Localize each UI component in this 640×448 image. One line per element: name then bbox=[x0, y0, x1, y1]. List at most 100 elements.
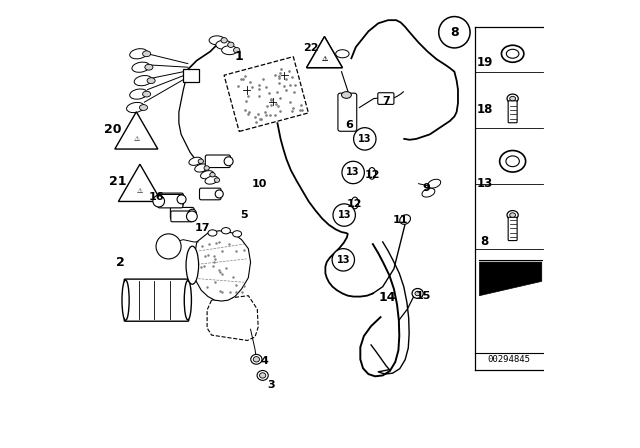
Circle shape bbox=[332, 249, 355, 271]
Ellipse shape bbox=[422, 188, 435, 197]
Circle shape bbox=[156, 234, 181, 259]
Ellipse shape bbox=[195, 164, 208, 172]
Ellipse shape bbox=[253, 357, 260, 362]
Ellipse shape bbox=[221, 38, 227, 43]
Text: 7: 7 bbox=[383, 96, 390, 106]
Text: 1: 1 bbox=[234, 49, 243, 63]
Ellipse shape bbox=[147, 78, 155, 83]
Polygon shape bbox=[194, 231, 250, 301]
Text: 2: 2 bbox=[116, 255, 125, 269]
Ellipse shape bbox=[130, 49, 147, 59]
Ellipse shape bbox=[369, 168, 376, 179]
Text: 8: 8 bbox=[481, 235, 489, 249]
Ellipse shape bbox=[335, 50, 349, 58]
Text: 00294845: 00294845 bbox=[487, 355, 530, 364]
Ellipse shape bbox=[506, 49, 519, 58]
Ellipse shape bbox=[412, 289, 423, 298]
Text: 13: 13 bbox=[337, 210, 351, 220]
Polygon shape bbox=[307, 37, 342, 68]
Text: 19: 19 bbox=[477, 56, 493, 69]
Ellipse shape bbox=[130, 89, 147, 99]
FancyBboxPatch shape bbox=[124, 279, 189, 321]
Ellipse shape bbox=[216, 40, 232, 49]
Ellipse shape bbox=[145, 65, 153, 70]
Text: 10: 10 bbox=[252, 179, 268, 189]
FancyBboxPatch shape bbox=[183, 69, 200, 82]
Ellipse shape bbox=[507, 211, 518, 220]
Ellipse shape bbox=[122, 280, 129, 320]
Text: 13: 13 bbox=[477, 177, 493, 190]
Text: 18: 18 bbox=[477, 103, 493, 116]
Text: ⚠: ⚠ bbox=[137, 188, 143, 194]
Text: 6: 6 bbox=[345, 121, 353, 130]
Polygon shape bbox=[118, 164, 161, 202]
Text: 13: 13 bbox=[346, 168, 360, 177]
Ellipse shape bbox=[214, 178, 220, 182]
Circle shape bbox=[439, 17, 470, 48]
Circle shape bbox=[177, 195, 186, 204]
Ellipse shape bbox=[500, 151, 525, 172]
FancyBboxPatch shape bbox=[205, 155, 230, 168]
Ellipse shape bbox=[259, 373, 266, 378]
FancyBboxPatch shape bbox=[200, 188, 221, 200]
Ellipse shape bbox=[209, 36, 225, 45]
Ellipse shape bbox=[127, 103, 144, 112]
Circle shape bbox=[215, 190, 223, 198]
Ellipse shape bbox=[143, 91, 150, 97]
Ellipse shape bbox=[251, 354, 262, 364]
Ellipse shape bbox=[189, 157, 202, 165]
Text: 5: 5 bbox=[240, 210, 248, 220]
Ellipse shape bbox=[342, 91, 351, 98]
Text: 8: 8 bbox=[450, 26, 459, 39]
Circle shape bbox=[186, 211, 197, 222]
Text: 11: 11 bbox=[393, 215, 408, 224]
Text: 21: 21 bbox=[109, 175, 126, 188]
FancyBboxPatch shape bbox=[158, 194, 183, 208]
Ellipse shape bbox=[204, 166, 209, 170]
Text: 13: 13 bbox=[337, 255, 350, 265]
Circle shape bbox=[333, 204, 355, 226]
Ellipse shape bbox=[210, 172, 215, 177]
Ellipse shape bbox=[134, 76, 152, 86]
Text: 17: 17 bbox=[195, 224, 211, 233]
Circle shape bbox=[342, 161, 364, 184]
Circle shape bbox=[153, 195, 164, 207]
Ellipse shape bbox=[221, 228, 230, 234]
Circle shape bbox=[353, 128, 376, 150]
Text: 22: 22 bbox=[303, 43, 319, 53]
Ellipse shape bbox=[221, 46, 237, 55]
Text: 14: 14 bbox=[378, 291, 396, 305]
Polygon shape bbox=[115, 112, 158, 149]
Ellipse shape bbox=[198, 159, 204, 164]
FancyBboxPatch shape bbox=[170, 207, 194, 219]
Text: 20: 20 bbox=[104, 123, 122, 137]
Ellipse shape bbox=[257, 370, 268, 380]
Ellipse shape bbox=[132, 62, 150, 72]
FancyBboxPatch shape bbox=[378, 93, 394, 104]
Text: ⚠: ⚠ bbox=[321, 56, 328, 62]
Polygon shape bbox=[479, 262, 541, 296]
Ellipse shape bbox=[428, 179, 441, 188]
Ellipse shape bbox=[509, 213, 516, 217]
Text: 9: 9 bbox=[422, 183, 431, 193]
Ellipse shape bbox=[205, 176, 218, 184]
FancyBboxPatch shape bbox=[338, 93, 356, 131]
Circle shape bbox=[188, 209, 196, 217]
Ellipse shape bbox=[351, 197, 358, 209]
Ellipse shape bbox=[234, 47, 240, 53]
Polygon shape bbox=[307, 37, 342, 68]
FancyBboxPatch shape bbox=[508, 101, 517, 123]
Ellipse shape bbox=[228, 42, 234, 47]
Polygon shape bbox=[224, 57, 308, 131]
Ellipse shape bbox=[186, 246, 198, 284]
FancyBboxPatch shape bbox=[508, 217, 517, 241]
Text: 4: 4 bbox=[260, 356, 268, 366]
Polygon shape bbox=[207, 296, 258, 340]
Text: 15: 15 bbox=[415, 291, 431, 301]
Text: 12: 12 bbox=[346, 199, 362, 209]
Ellipse shape bbox=[502, 45, 524, 62]
FancyBboxPatch shape bbox=[171, 211, 192, 222]
Ellipse shape bbox=[506, 156, 520, 167]
Ellipse shape bbox=[507, 94, 518, 103]
Ellipse shape bbox=[509, 96, 516, 101]
